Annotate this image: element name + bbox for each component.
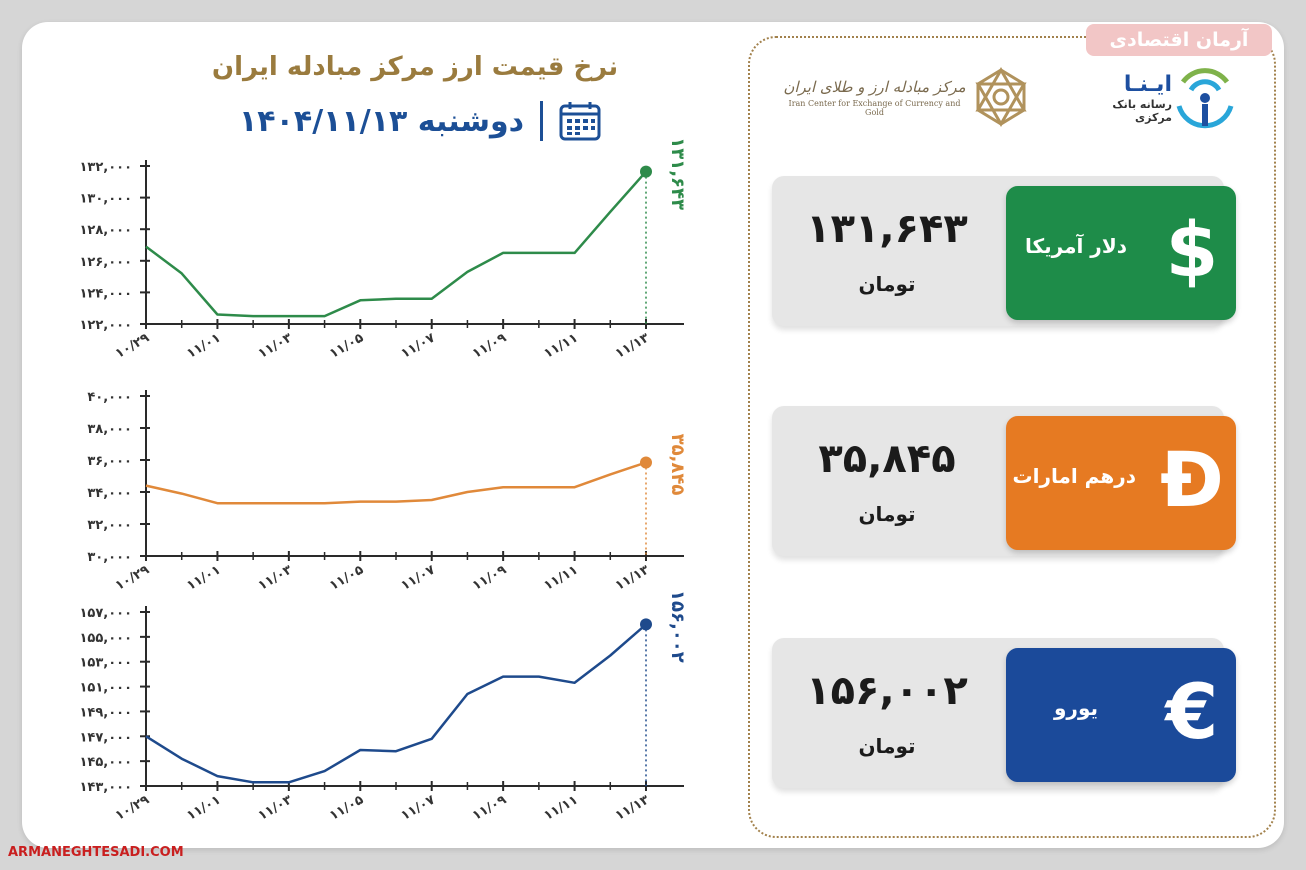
x-tick-label: ۱۱/۰۱ xyxy=(184,792,223,823)
watermark-top: آرمان اقتصادی xyxy=(1086,24,1272,56)
last-value-label: ۳۵,۸۴۵ xyxy=(667,434,688,496)
x-tick-label: ۱۱/۱۳ xyxy=(613,330,652,361)
x-tick-label: ۱۱/۰۷ xyxy=(399,330,438,361)
rate-unit: تومان xyxy=(858,502,916,526)
x-tick-label: ۱۱/۰۳ xyxy=(256,792,295,823)
rate-unit: تومان xyxy=(858,272,916,296)
date-label: دوشنبه ۱۴۰۴/۱۱/۱۳ xyxy=(238,103,525,139)
date-separator xyxy=(540,101,544,141)
x-tick-label: ۱۱/۱۱ xyxy=(541,792,580,823)
ice-logo-text: مرکز مبادله ارز و طلای ایران Iran Center… xyxy=(782,78,967,117)
x-tick-label: ۱۰/۲۹ xyxy=(113,330,152,361)
x-tick-label: ۱۱/۱۳ xyxy=(613,792,652,823)
rates-panel xyxy=(748,36,1276,838)
y-tick-label: ۳۶,۰۰۰ xyxy=(87,454,132,469)
x-tick-label: ۱۱/۰۷ xyxy=(399,792,438,823)
y-tick-label: ۱۲۶,۰۰۰ xyxy=(79,255,132,270)
y-tick-label: ۱۴۷,۰۰۰ xyxy=(79,730,132,745)
x-tick-label: ۱۱/۰۷ xyxy=(399,562,438,593)
rate-value: ۳۵,۸۴۵ xyxy=(818,436,956,482)
y-tick-label: ۱۴۵,۰۰۰ xyxy=(79,755,132,770)
x-tick-label: ۱۱/۱۳ xyxy=(613,562,652,593)
ice-name: مرکز مبادله ارز و طلای ایران xyxy=(783,78,966,96)
y-tick-label: ۱۵۵,۰۰۰ xyxy=(79,631,132,646)
last-value-label: ۱۳۱,۶۴۳ xyxy=(667,137,688,210)
currency-badge-eur: یورو € xyxy=(1006,648,1236,782)
y-tick-label: ۱۳۰,۰۰۰ xyxy=(79,192,132,207)
dirham-icon: Đ xyxy=(1160,435,1224,524)
currency-name: یورو xyxy=(1054,696,1098,720)
x-tick-label: ۱۱/۰۵ xyxy=(327,562,366,593)
y-tick-label: ۱۵۳,۰۰۰ xyxy=(79,656,132,671)
charts-area: ۱۲۲,۰۰۰ ۱۲۴,۰۰۰ ۱۲۶,۰۰۰ ۱۲۸,۰۰۰ ۱۳۰,۰۰۰ ۱۳۲,۰… xyxy=(79,137,688,823)
y-tick-label: ۱۲۲,۰۰۰ xyxy=(79,318,132,333)
x-tick-label: ۱۱/۰۱ xyxy=(184,330,223,361)
currency-badge-usd: دلار آمریکا $ xyxy=(1006,186,1236,320)
x-tick-label: ۱۱/۰۵ xyxy=(327,792,366,823)
last-data-point xyxy=(640,618,652,631)
y-tick-label: ۳۲,۰۰۰ xyxy=(87,518,132,533)
y-tick-label: ۱۲۸,۰۰۰ xyxy=(79,223,132,238)
y-tick-label: ۱۲۴,۰۰۰ xyxy=(79,286,132,301)
ice-emblem-icon xyxy=(975,66,1027,128)
x-tick-label: ۱۱/۰۳ xyxy=(256,330,295,361)
date-line: دوشنبه ۱۴۰۴/۱۱/۱۳ xyxy=(200,96,640,146)
y-tick-label: ۳۴,۰۰۰ xyxy=(87,486,132,501)
ina-text: ایـنـا رسانه بانک مرکزی xyxy=(1080,72,1172,124)
x-tick-label: ۱۱/۰۵ xyxy=(327,330,366,361)
x-tick-label: ۱۱/۱۱ xyxy=(541,562,580,593)
ina-name: ایـنـا xyxy=(1123,72,1172,97)
y-tick-label: ۱۵۷,۰۰۰ xyxy=(79,606,132,621)
ina-logo-icon xyxy=(1176,68,1234,129)
rate-value: ۱۳۱,۶۴۳ xyxy=(806,206,968,252)
y-tick-label: ۱۳۲,۰۰۰ xyxy=(79,160,132,175)
last-value-label: ۱۵۶,۰۰۲ xyxy=(667,590,688,663)
x-tick-label: ۱۱/۰۹ xyxy=(470,330,509,361)
last-data-point xyxy=(640,456,652,469)
series-line xyxy=(145,461,647,505)
page-title: نرخ قیمت ارز مرکز مبادله ایران xyxy=(211,52,619,82)
ice-english-name: Iran Center for Exchange of Currency and… xyxy=(788,99,961,117)
x-tick-label: ۱۰/۲۹ xyxy=(113,562,152,593)
x-tick-label: ۱۱/۰۳ xyxy=(256,562,295,593)
currency-badge-aed: درهم امارات Đ xyxy=(1006,416,1236,550)
currency-name: دلار آمریکا xyxy=(1025,234,1127,258)
y-tick-label: ۱۴۹,۰۰۰ xyxy=(79,705,132,720)
ina-subtitle: رسانه بانک مرکزی xyxy=(1112,98,1172,124)
x-tick-label: ۱۱/۰۹ xyxy=(470,562,509,593)
dollar-icon: $ xyxy=(1165,205,1219,294)
rate-card-usd: ۱۳۱,۶۴۳ تومان دلار آمریکا $ xyxy=(772,176,1236,326)
y-tick-label: ۱۴۳,۰۰۰ xyxy=(79,780,132,795)
euro-icon: € xyxy=(1165,667,1219,756)
x-tick-label: ۱۰/۲۹ xyxy=(113,792,152,823)
y-tick-label: ۳۸,۰۰۰ xyxy=(87,422,132,437)
currency-name: درهم امارات xyxy=(1012,464,1136,488)
series-line xyxy=(145,170,647,318)
x-tick-label: ۱۱/۰۹ xyxy=(470,792,509,823)
x-tick-label: ۱۱/۱۱ xyxy=(541,330,580,361)
watermark-bottom: ARMANEGHTESADI.COM xyxy=(8,845,184,860)
y-tick-label: ۳۰,۰۰۰ xyxy=(87,550,132,565)
last-data-point xyxy=(640,165,652,178)
x-tick-label: ۱۱/۰۱ xyxy=(184,562,223,593)
rate-unit: تومان xyxy=(858,734,916,758)
calendar-icon xyxy=(559,102,601,141)
series-line xyxy=(145,623,647,784)
y-tick-label: ۴۰,۰۰۰ xyxy=(87,390,132,405)
rate-value: ۱۵۶,۰۰۲ xyxy=(806,668,968,714)
rate-card-aed: ۳۵,۸۴۵ تومان درهم امارات Đ xyxy=(772,406,1236,556)
rate-card-eur: ۱۵۶,۰۰۲ تومان یورو € xyxy=(772,638,1236,788)
y-tick-label: ۱۵۱,۰۰۰ xyxy=(79,681,132,696)
